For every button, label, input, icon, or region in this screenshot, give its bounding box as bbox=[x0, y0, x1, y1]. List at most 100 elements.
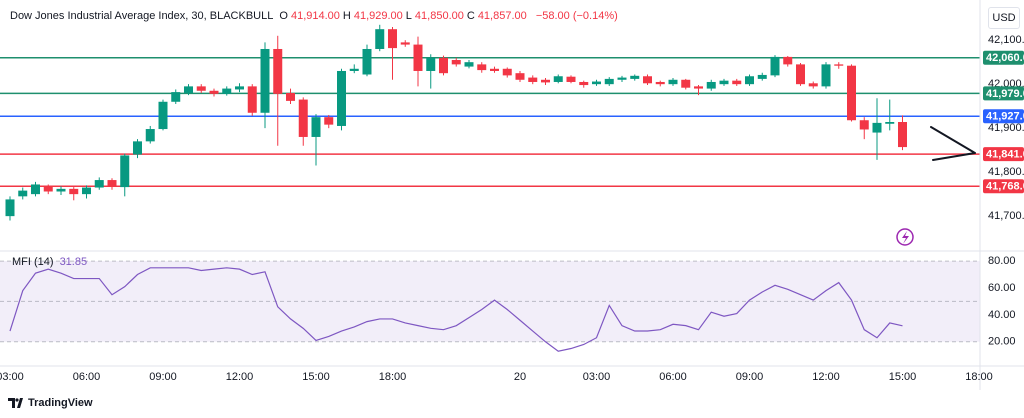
candle-body bbox=[630, 75, 640, 79]
candle-body bbox=[31, 184, 40, 195]
candle-body bbox=[337, 70, 346, 126]
candle-body bbox=[796, 64, 805, 85]
currency-button[interactable]: USD bbox=[988, 7, 1020, 29]
candle-body bbox=[451, 59, 461, 65]
x-tick-label: 03:00 bbox=[0, 371, 24, 383]
level-label: 41,768.00 bbox=[986, 181, 1024, 193]
level-label: 41,927.00 bbox=[986, 111, 1024, 123]
candle-body bbox=[477, 64, 487, 71]
candle-body bbox=[286, 92, 295, 101]
x-tick-label: 20 bbox=[514, 371, 526, 383]
candle-body bbox=[515, 73, 525, 80]
candle-body bbox=[5, 199, 15, 217]
candle-body bbox=[604, 78, 614, 85]
y-tick-label: 42,100.00 bbox=[988, 34, 1024, 46]
ohlc-legend: O 41,914.00 H 41,929.00 L 41,850.00 C 41,857.00 bbox=[279, 10, 529, 22]
candle-body bbox=[273, 48, 283, 94]
candle-body bbox=[120, 155, 130, 188]
candle-body bbox=[655, 81, 665, 85]
candle-body bbox=[643, 76, 652, 84]
branding: TradingView bbox=[8, 397, 93, 409]
x-tick-label: 06:00 bbox=[73, 371, 101, 383]
candle-body bbox=[400, 42, 410, 45]
candle-body bbox=[617, 77, 627, 80]
x-tick-label: 12:00 bbox=[812, 371, 840, 383]
level-label-bg bbox=[983, 147, 1024, 162]
level-label: 41,841.00 bbox=[986, 149, 1024, 161]
level-label: 41,979.00 bbox=[986, 88, 1024, 100]
candle-body bbox=[196, 86, 206, 91]
x-tick-label: 09:00 bbox=[149, 371, 177, 383]
y-tick-label: 41,800.00 bbox=[988, 166, 1024, 178]
candle-body bbox=[783, 56, 793, 65]
axes: 42,100.0042,000.0041,900.0041,800.0041,7… bbox=[0, 34, 1024, 383]
candle-body bbox=[528, 77, 538, 82]
candle-body bbox=[362, 48, 372, 75]
legend-value: 41,857.00 bbox=[477, 10, 527, 22]
candle-body bbox=[872, 122, 882, 133]
candle-body bbox=[719, 80, 729, 85]
y-tick-label: 20.00 bbox=[988, 336, 1016, 348]
x-tick-label: 15:00 bbox=[302, 371, 330, 383]
candle-body bbox=[834, 64, 844, 66]
candle-body bbox=[260, 48, 270, 113]
level-label-bg bbox=[983, 86, 1024, 101]
x-tick-label: 12:00 bbox=[226, 371, 254, 383]
y-tick-label: 60.00 bbox=[988, 282, 1016, 294]
candle-body bbox=[770, 56, 780, 76]
candle-body bbox=[592, 81, 601, 85]
candle-body bbox=[375, 29, 385, 49]
candle-body bbox=[502, 68, 512, 76]
candle-body bbox=[898, 122, 907, 148]
x-tick-label: 09:00 bbox=[736, 371, 764, 383]
candle-body bbox=[94, 180, 104, 188]
candle-body bbox=[247, 86, 257, 113]
legend-key: L bbox=[405, 10, 412, 22]
x-tick-label: 06:00 bbox=[659, 371, 687, 383]
mfi-line bbox=[9, 267, 903, 352]
candle-body bbox=[388, 29, 397, 49]
alert-icon[interactable] bbox=[896, 228, 914, 246]
candle-body bbox=[349, 68, 359, 71]
indicator-title: MFI (14) bbox=[12, 256, 54, 268]
candle-body bbox=[82, 187, 91, 195]
x-tick-label: 15:00 bbox=[889, 371, 917, 383]
candle-body bbox=[171, 92, 181, 102]
candle-body bbox=[222, 88, 232, 94]
y-tick-label: 41,700.00 bbox=[988, 210, 1024, 222]
arrow-annotation bbox=[930, 126, 976, 161]
chart-header: Dow Jones Industrial Average Index, 30, … bbox=[10, 10, 621, 22]
legend-value: 41,914.00 bbox=[290, 10, 340, 22]
y-tick-label: 80.00 bbox=[988, 255, 1016, 267]
candle-body bbox=[413, 44, 423, 71]
candle-body bbox=[158, 101, 168, 130]
y-tick-label: 41,900.00 bbox=[988, 122, 1024, 134]
indicator-header: MFI (14) 31.85 bbox=[12, 256, 87, 268]
level-label-bg bbox=[983, 50, 1024, 65]
level-label-bg bbox=[983, 109, 1024, 124]
chart-title: Dow Jones Industrial Average Index, 30, … bbox=[10, 10, 274, 22]
legend-value: 41,850.00 bbox=[414, 10, 464, 22]
level-label: 42,060.00 bbox=[986, 52, 1024, 64]
candle-body bbox=[490, 68, 499, 71]
candle-body bbox=[56, 188, 66, 192]
change: −58.00 (−0.14%) bbox=[535, 10, 618, 22]
brand-name: TradingView bbox=[28, 397, 93, 409]
brand-logo bbox=[8, 398, 23, 408]
candle-body bbox=[553, 76, 563, 82]
alert-icon-bolt bbox=[902, 231, 909, 244]
candle-body bbox=[311, 117, 321, 137]
candle-body bbox=[324, 117, 334, 125]
candle-body bbox=[885, 122, 895, 124]
candle-body bbox=[694, 86, 703, 89]
x-tick-label: 18:00 bbox=[379, 371, 407, 383]
candle-body bbox=[235, 86, 244, 90]
candle-body bbox=[69, 188, 79, 195]
y-tick-label: 40.00 bbox=[988, 309, 1016, 321]
legend-key: H bbox=[342, 10, 351, 22]
candle-body bbox=[209, 90, 219, 94]
candle-body bbox=[706, 81, 716, 89]
candle-body bbox=[847, 65, 856, 121]
